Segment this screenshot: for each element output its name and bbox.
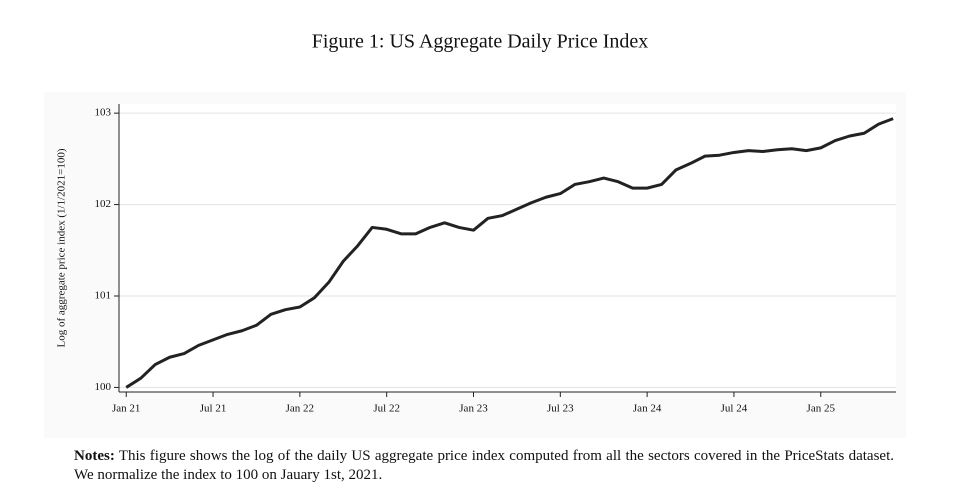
x-tick-label: Jan 23 <box>459 403 488 415</box>
series-line <box>125 117 894 389</box>
y-tick-label: 102 <box>95 198 112 210</box>
chart: Figure 1: US Aggregate Daily Price Index… <box>55 30 896 415</box>
x-tick-label: Jul 22 <box>373 403 400 415</box>
notes-text: This figure shows the log of the daily U… <box>74 448 894 483</box>
plot-area <box>119 104 896 392</box>
x-tick-label: Jan 24 <box>633 403 662 415</box>
x-tick-label: Jul 21 <box>200 403 227 415</box>
x-tick-label: Jan 22 <box>286 403 314 415</box>
notes-label: Notes: <box>74 448 115 464</box>
y-tick-label: 103 <box>95 107 112 119</box>
y-axis-label: Log of aggregate price index (1/1/2021=1… <box>56 148 68 347</box>
x-tick-label: Jul 23 <box>547 403 574 415</box>
chart-title: Figure 1: US Aggregate Daily Price Index <box>312 31 649 53</box>
y-tick-label: 100 <box>95 381 112 393</box>
x-tick-label: Jan 21 <box>112 403 140 415</box>
x-tick-label: Jul 24 <box>721 403 748 415</box>
notes: Notes: This figure shows the log of the … <box>74 447 894 485</box>
y-tick-label: 101 <box>95 290 112 302</box>
x-tick-label: Jan 25 <box>807 403 836 415</box>
